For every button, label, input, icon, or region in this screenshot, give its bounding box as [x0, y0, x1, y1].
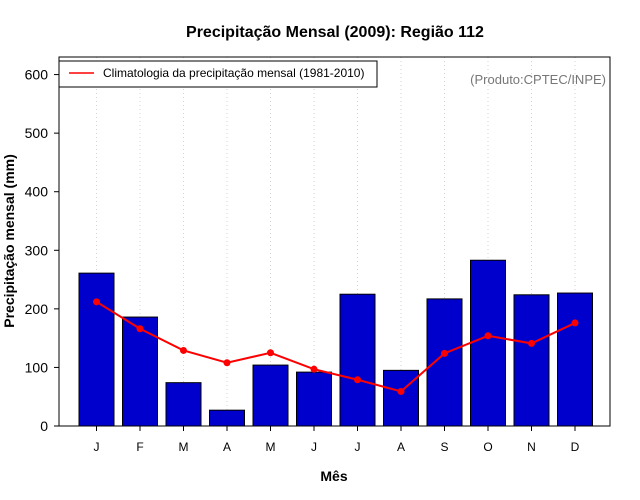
x-tick-label: D	[571, 440, 580, 454]
x-tick-label: J	[355, 440, 361, 454]
y-tick-label: 600	[25, 67, 49, 83]
climatology-point	[180, 346, 187, 354]
x-tick-label: F	[136, 440, 143, 454]
bar	[78, 272, 115, 427]
x-tick-label: J	[311, 440, 317, 454]
legend-box	[58, 60, 378, 88]
axes: 0 100 200 300 400 500 600 J F M A M J J A S O N D	[25, 67, 580, 454]
climatology-point	[441, 349, 448, 357]
bar	[252, 364, 289, 427]
bar	[426, 298, 463, 427]
climatology-point	[397, 387, 405, 395]
climatology-point	[310, 365, 318, 373]
y-tick-label: 400	[25, 184, 49, 200]
y-tick-label: 500	[25, 125, 49, 141]
bar	[165, 382, 202, 427]
bars	[78, 259, 593, 427]
grid	[96, 57, 576, 426]
climatology-point	[93, 298, 100, 306]
bar	[470, 259, 506, 427]
x-tick-label: O	[483, 440, 492, 454]
bar	[383, 369, 419, 427]
y-tick-label: 0	[40, 418, 48, 434]
x-tick-label: A	[397, 440, 405, 454]
bar	[296, 371, 332, 427]
climatology-point	[223, 359, 231, 367]
bar	[209, 409, 245, 427]
x-tick-label: M	[266, 440, 276, 454]
climatology-point	[267, 349, 274, 357]
climatology-line	[93, 298, 579, 395]
bar	[339, 293, 376, 427]
bar	[122, 316, 158, 427]
bar	[557, 292, 593, 427]
x-tick-label: M	[179, 440, 189, 454]
x-axis-label: Mês	[320, 468, 347, 484]
climatology-point	[484, 332, 492, 340]
x-tick-label: N	[527, 440, 536, 454]
x-tick-label: J	[94, 440, 100, 454]
climatology-point	[136, 325, 144, 333]
bar	[513, 294, 550, 427]
legend: Climatologia da precipitação mensal (198…	[58, 60, 378, 88]
climatology-point	[528, 339, 535, 347]
product-annotation: (Produto:CPTEC/INPE)	[470, 72, 606, 87]
y-tick-label: 300	[25, 242, 49, 258]
climatology-series-line	[95, 300, 576, 393]
y-tick-label: 200	[25, 301, 49, 317]
legend-label: Climatologia da precipitação mensal (198…	[103, 66, 364, 80]
chart-title: Precipitação Mensal (2009): Região 112	[186, 24, 484, 41]
climatology-point	[571, 319, 579, 327]
plot-frame	[58, 56, 611, 427]
y-tick-label: 100	[25, 359, 49, 375]
x-tick-label: A	[223, 440, 231, 454]
y-axis-label: Precipitação mensal (mm)	[1, 154, 17, 328]
climatology-point	[354, 376, 361, 384]
x-tick-label: S	[440, 440, 448, 454]
